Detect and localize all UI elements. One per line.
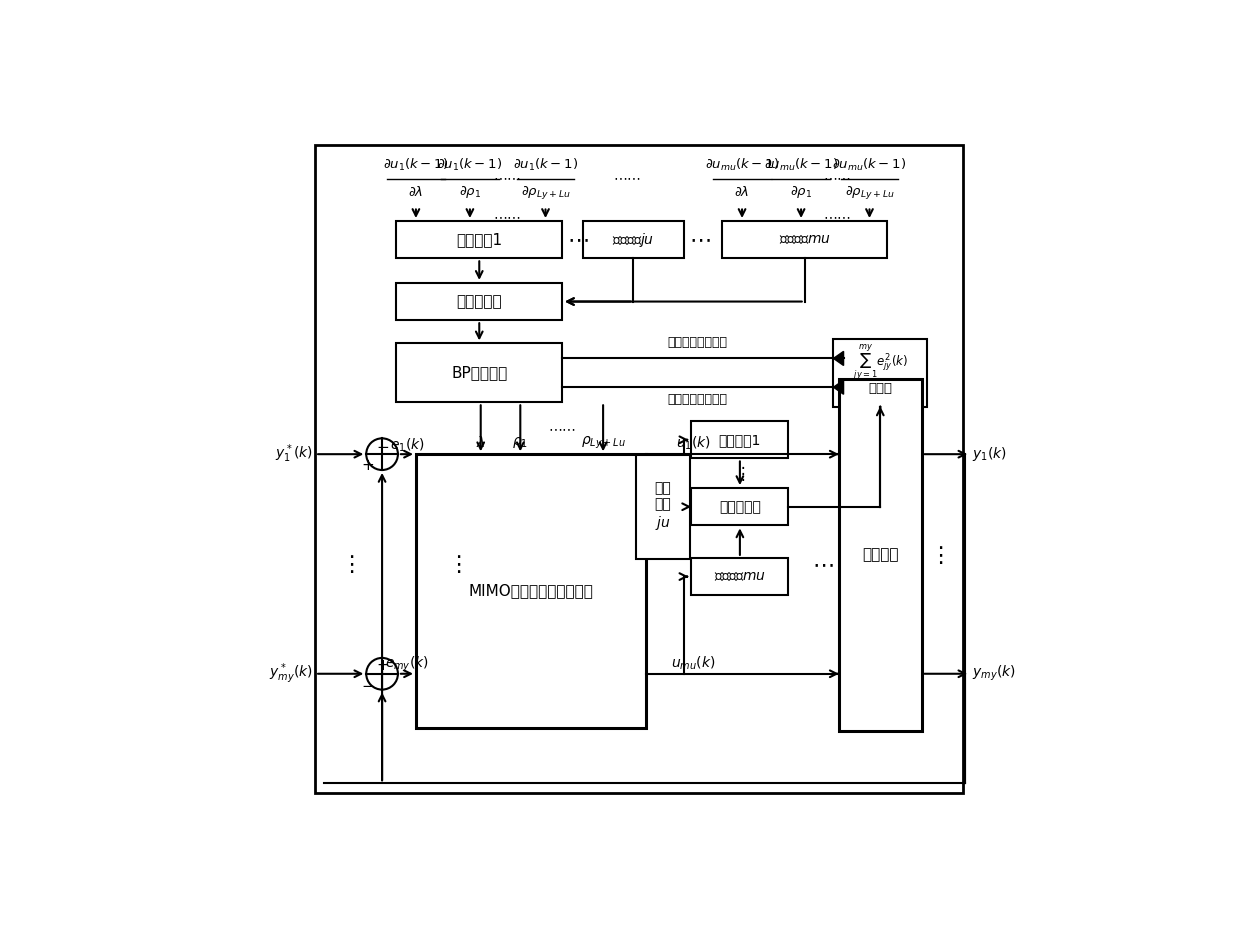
FancyBboxPatch shape xyxy=(839,379,921,731)
Text: $\partial u_1(k-1)$: $\partial u_1(k-1)$ xyxy=(438,157,502,173)
Text: 更新输出层权系数: 更新输出层权系数 xyxy=(668,393,728,406)
Text: $+$: $+$ xyxy=(361,458,374,473)
Text: $\partial u_{mu}(k-1)$: $\partial u_{mu}(k-1)$ xyxy=(764,157,838,173)
Text: $\cdots\cdots$: $\cdots\cdots$ xyxy=(823,209,851,223)
Text: $\partial\rho_{Ly+Lu}$: $\partial\rho_{Ly+Lu}$ xyxy=(521,183,570,201)
Text: $\partial\rho_{Ly+Lu}$: $\partial\rho_{Ly+Lu}$ xyxy=(844,183,894,201)
Text: $\vdots$: $\vdots$ xyxy=(734,464,745,482)
Text: $e_{my}(k)$: $e_{my}(k)$ xyxy=(386,654,429,674)
Text: $+$: $+$ xyxy=(376,657,389,672)
FancyBboxPatch shape xyxy=(691,558,789,596)
Text: $u_{mu}(k)$: $u_{mu}(k)$ xyxy=(671,654,715,671)
Text: BP神经网络: BP神经网络 xyxy=(451,366,507,381)
Text: 梯度信息集: 梯度信息集 xyxy=(719,499,761,513)
FancyBboxPatch shape xyxy=(583,221,683,258)
Text: $\partial\rho_1$: $\partial\rho_1$ xyxy=(790,184,812,200)
Text: $\lambda$: $\lambda$ xyxy=(476,435,485,450)
Text: $\rho_{Ly+Lu}$: $\rho_{Ly+Lu}$ xyxy=(580,435,626,451)
Text: $\cdots$: $\cdots$ xyxy=(567,230,589,250)
Text: $\vdots$: $\vdots$ xyxy=(446,554,461,575)
Text: 偏导信息$ju$: 偏导信息$ju$ xyxy=(613,231,655,249)
Text: $\partial u_1(k-1)$: $\partial u_1(k-1)$ xyxy=(383,157,449,173)
Text: 偏导信息集: 偏导信息集 xyxy=(456,294,502,309)
Text: $y_1(k)$: $y_1(k)$ xyxy=(972,445,1007,463)
Text: $\vdots$: $\vdots$ xyxy=(929,544,944,566)
FancyBboxPatch shape xyxy=(397,343,562,402)
Text: $u_1(k)$: $u_1(k)$ xyxy=(676,435,711,453)
Text: $\sum_{jy=1}^{my}e_{jy}^2(k)$: $\sum_{jy=1}^{my}e_{jy}^2(k)$ xyxy=(853,342,908,381)
Text: $-$: $-$ xyxy=(361,677,374,692)
Text: $\vdots$: $\vdots$ xyxy=(341,554,355,575)
Text: $-$: $-$ xyxy=(376,438,389,453)
Text: $\cdots\cdots$: $\cdots\cdots$ xyxy=(494,170,521,184)
FancyBboxPatch shape xyxy=(691,421,789,458)
FancyBboxPatch shape xyxy=(691,488,789,525)
Text: MIMO全格式无模型控制器: MIMO全格式无模型控制器 xyxy=(469,583,594,598)
FancyBboxPatch shape xyxy=(315,145,963,793)
Text: $\partial u_{mu}(k-1)$: $\partial u_{mu}(k-1)$ xyxy=(706,157,779,173)
FancyBboxPatch shape xyxy=(636,454,689,559)
Text: $e_1(k)$: $e_1(k)$ xyxy=(389,436,424,453)
Text: $\cdots$: $\cdots$ xyxy=(689,230,711,250)
Text: $\cdots\cdots$: $\cdots\cdots$ xyxy=(823,170,851,184)
Text: 梯度
信息
$ju$: 梯度 信息 $ju$ xyxy=(655,482,671,532)
Text: $\cdots\cdots$: $\cdots\cdots$ xyxy=(613,170,641,184)
FancyBboxPatch shape xyxy=(833,338,928,407)
Text: 梯度信息$mu$: 梯度信息$mu$ xyxy=(714,569,766,583)
Text: 被控对象: 被控对象 xyxy=(862,548,899,563)
FancyBboxPatch shape xyxy=(415,454,646,727)
Text: 梯度信息1: 梯度信息1 xyxy=(719,433,761,447)
Text: 更新隐含层权系数: 更新隐含层权系数 xyxy=(668,336,728,349)
Text: 最小化: 最小化 xyxy=(868,382,893,396)
Text: $\cdots\cdots$: $\cdots\cdots$ xyxy=(494,209,521,223)
Text: $\rho_1$: $\rho_1$ xyxy=(512,435,528,450)
Text: $\partial\lambda$: $\partial\lambda$ xyxy=(734,185,750,199)
Polygon shape xyxy=(833,352,843,366)
Text: $\partial u_1(k-1)$: $\partial u_1(k-1)$ xyxy=(513,157,578,173)
Text: $\cdots\cdots$: $\cdots\cdots$ xyxy=(548,422,575,436)
Text: 偏导信息1: 偏导信息1 xyxy=(456,232,502,247)
FancyBboxPatch shape xyxy=(397,221,562,258)
Text: $y_1^*(k)$: $y_1^*(k)$ xyxy=(275,443,312,466)
Text: $\partial u_{mu}(k-1)$: $\partial u_{mu}(k-1)$ xyxy=(832,157,906,173)
FancyBboxPatch shape xyxy=(397,282,562,321)
Text: $y_{my}(k)$: $y_{my}(k)$ xyxy=(972,664,1016,683)
Text: 偏导信息$mu$: 偏导信息$mu$ xyxy=(779,233,831,247)
Text: $\cdots$: $\cdots$ xyxy=(812,554,833,574)
Text: $\partial\rho_1$: $\partial\rho_1$ xyxy=(459,184,481,200)
Text: $\partial\lambda$: $\partial\lambda$ xyxy=(408,185,424,199)
Text: $y_{my}^*(k)$: $y_{my}^*(k)$ xyxy=(269,661,312,686)
FancyBboxPatch shape xyxy=(722,221,888,258)
Polygon shape xyxy=(833,381,843,395)
